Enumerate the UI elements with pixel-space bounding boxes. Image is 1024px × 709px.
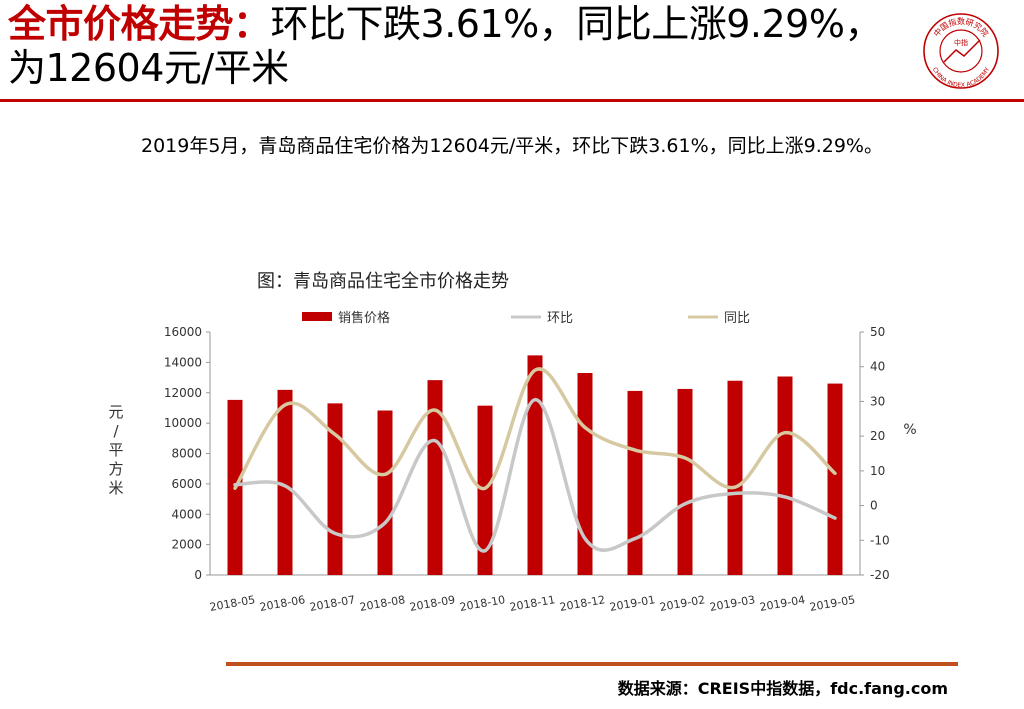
yoy-line-point-2019-04 xyxy=(784,431,786,434)
yoy-line-point-2018-10 xyxy=(484,487,486,490)
seal-center-text: 中指 xyxy=(954,38,968,47)
y2-tick-label-7: 50 xyxy=(870,325,885,339)
data-source: 数据来源：CREIS中指数据，fdc.fang.com xyxy=(617,679,948,698)
title-rest: 环比下跌3.61%，同比上涨9.29%，为12604元/平米 xyxy=(8,2,882,90)
mom-line-point-2018-10 xyxy=(484,549,486,552)
bar-2019-05 xyxy=(827,383,843,575)
y2-tick-label-6: 40 xyxy=(870,360,885,374)
yoy-line-point-2019-02 xyxy=(684,457,686,460)
x-tick-label-2019-02: 2019-02 xyxy=(659,593,707,614)
y2-axis-label: % xyxy=(903,422,916,438)
yoy-line-point-2018-12 xyxy=(584,426,586,429)
bar-2018-08 xyxy=(377,410,393,575)
x-tick-label-2018-06: 2018-06 xyxy=(259,593,307,614)
bar-2019-01 xyxy=(627,390,643,575)
yoy-line-point-2018-08 xyxy=(384,473,386,476)
seal-text-cn: 中国指数研究院 xyxy=(931,16,991,38)
y2-tick-label-2: 0 xyxy=(870,499,878,513)
legend-swatch-0 xyxy=(302,312,332,321)
y2-tick-label-0: -20 xyxy=(870,568,890,582)
y2-tick-label-3: 10 xyxy=(870,464,885,478)
y2-tick-label-1: -10 xyxy=(870,533,890,547)
svg-text:中国指数研究院: 中国指数研究院 xyxy=(931,16,991,38)
mom-line-point-2018-12 xyxy=(584,537,586,540)
x-tick-label-2018-11: 2018-11 xyxy=(509,593,557,614)
x-tick-label-2018-05: 2018-05 xyxy=(209,593,257,614)
y2-tick-label-5: 30 xyxy=(870,394,885,408)
y-tick-label-3: 6000 xyxy=(171,477,202,491)
chart-title: 图：青岛商品住宅全市价格走势 xyxy=(257,271,509,292)
y-tick-label-0: 0 xyxy=(194,568,202,582)
yoy-line-point-2018-05 xyxy=(234,487,236,490)
x-tick-label-2018-07: 2018-07 xyxy=(309,593,357,614)
bar-2019-03 xyxy=(727,380,743,575)
y-tick-label-7: 14000 xyxy=(164,355,202,369)
x-tick-label-2019-03: 2019-03 xyxy=(709,593,757,614)
mom-line xyxy=(233,397,837,553)
x-tick-label-2019-01: 2019-01 xyxy=(609,593,657,614)
summary-text: 2019年5月，青岛商品住宅价格为12604元/平米，环比下跌3.61%，同比上… xyxy=(140,135,883,157)
y-axis-label: 元/平方米 xyxy=(108,403,123,497)
x-tick-label-2019-04: 2019-04 xyxy=(759,593,807,614)
y-tick-label-8: 16000 xyxy=(164,325,202,339)
mom-line-point-2018-07 xyxy=(334,532,336,535)
page-title: 全市价格走势：环比下跌3.61%，同比上涨9.29%，为12604元/平米 xyxy=(8,2,888,90)
y-tick-label-2: 4000 xyxy=(171,507,202,521)
mom-line-point-2019-03 xyxy=(734,492,736,495)
bar-2019-04 xyxy=(777,376,793,575)
bar-2018-09 xyxy=(427,380,443,575)
china-index-academy-seal: 中指 中国指数研究院 CHINA INDEX ACADEMY xyxy=(923,13,999,89)
seal-text-en: CHINA INDEX ACADEMY xyxy=(931,66,991,89)
mom-line-point-2018-08 xyxy=(384,521,386,524)
title-accent: 全市价格走势： xyxy=(8,2,271,46)
mom-line-point-2018-09 xyxy=(434,439,436,442)
yoy-line-point-2018-06 xyxy=(284,403,286,406)
y-tick-label-4: 8000 xyxy=(171,447,202,461)
mom-line-point-2019-05 xyxy=(834,517,836,520)
mom-line-point-2019-01 xyxy=(634,537,636,540)
mom-line-point-2018-05 xyxy=(234,483,236,486)
yoy-line-point-2019-03 xyxy=(734,486,736,489)
legend-label-1: 环比 xyxy=(547,311,573,326)
bar-2018-11 xyxy=(527,355,543,575)
x-tick-label-2018-08: 2018-08 xyxy=(359,593,407,614)
yoy-line-point-2019-01 xyxy=(634,449,636,452)
x-tick-label-2019-05: 2019-05 xyxy=(809,593,857,614)
svg-text:CHINA INDEX ACADEMY: CHINA INDEX ACADEMY xyxy=(931,66,991,89)
mom-line-point-2018-11 xyxy=(534,398,536,401)
x-tick-label-2018-10: 2018-10 xyxy=(459,593,507,614)
bar-2019-02 xyxy=(677,388,693,575)
bar-2018-10 xyxy=(477,405,493,575)
x-tick-label-2018-12: 2018-12 xyxy=(559,593,607,614)
mom-line-point-2019-04 xyxy=(784,495,786,498)
title-divider xyxy=(0,99,1024,102)
legend-label-2: 同比 xyxy=(724,311,750,326)
y-tick-label-1: 2000 xyxy=(171,538,202,552)
mom-line-point-2018-06 xyxy=(284,484,286,487)
y-tick-label-5: 10000 xyxy=(164,416,202,430)
footer-divider xyxy=(226,662,958,666)
yoy-line-point-2018-11 xyxy=(534,369,536,372)
x-tick-label-2018-09: 2018-09 xyxy=(409,593,457,614)
bar-2018-06 xyxy=(277,389,293,575)
yoy-line-point-2018-07 xyxy=(334,433,336,436)
y2-tick-label-4: 20 xyxy=(870,429,885,443)
y-tick-label-6: 12000 xyxy=(164,386,202,400)
yoy-line-point-2019-05 xyxy=(834,472,836,475)
mom-line-point-2019-02 xyxy=(684,502,686,505)
legend-label-0: 销售价格 xyxy=(338,310,390,326)
yoy-line-point-2018-09 xyxy=(434,409,436,412)
